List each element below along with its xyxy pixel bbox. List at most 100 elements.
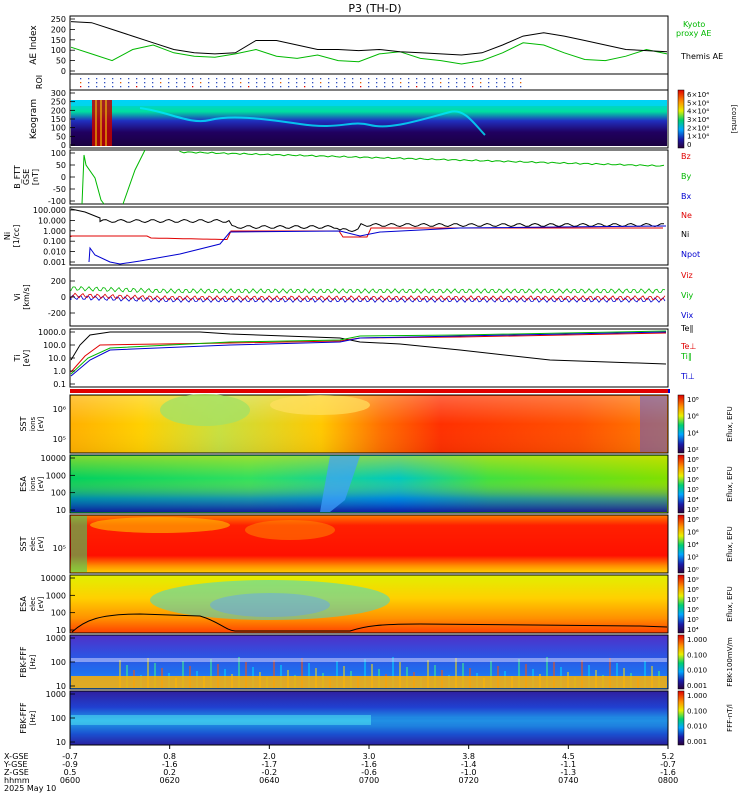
axis-row-label-ygse: Y-GSE — [3, 760, 27, 769]
esa-elec-colorbar-tick: 10⁶ — [687, 606, 699, 614]
sst-elec-panel: SST elec [eV] 10⁵ 10⁸ 10⁶ 10⁴ 10² 10⁰ Eflux,… — [19, 514, 734, 574]
esa-ions-colorbar-tick: 10⁴ — [687, 496, 699, 504]
roi-dot — [344, 82, 346, 84]
density-frame — [69, 206, 669, 266]
roi-dot — [160, 86, 162, 88]
roi-dot — [328, 82, 330, 84]
roi-dot — [104, 86, 106, 88]
roi-dot — [256, 82, 258, 84]
roi-dot — [272, 82, 274, 84]
roi-dot — [376, 82, 378, 84]
esa-elec-ytick: 10 — [56, 626, 66, 635]
bfield-panel: B_FTT GSE [nT] 100 50 0 -50 -100 Bz By Bx — [13, 149, 691, 206]
keogram-ytick: 50 — [56, 132, 66, 141]
time-axis-hhmm: 0700 — [359, 776, 379, 785]
temperature-line — [70, 331, 667, 365]
roi-dot — [248, 86, 250, 88]
sst-elec-colorbar-tick: 10⁸ — [687, 516, 699, 524]
esa-ions-colorbar — [677, 454, 685, 514]
roi-dot — [432, 78, 434, 80]
fbk-b-yticks: 1000 100 10 — [46, 690, 75, 747]
axis-row-label-xgse: X-GSE — [4, 752, 29, 761]
keogram-ytick: 300 — [51, 89, 66, 98]
velocity-ytick: 200 — [51, 277, 66, 286]
roi-dot — [128, 86, 130, 88]
roi-dot — [392, 78, 394, 80]
temperature-ytick: 100.0 — [43, 341, 66, 350]
sst-ions-panel: SST ions [eV] 10⁶ 10⁵ 10⁸ 10⁶ 10⁴ 10² Eflux… — [19, 394, 734, 454]
roi-dot — [192, 86, 194, 88]
esa-ions-colorbar-tick: 10⁵ — [687, 486, 699, 494]
esa-elec-colorbar-tick: 10⁵ — [687, 616, 699, 624]
sst-elec-colorbar — [677, 514, 685, 574]
esa-ions-colorbar-label: Eflux, EFU — [726, 466, 734, 501]
time-axis-zgse: -1.3 — [561, 768, 577, 777]
sst-elec-ylabel-2: elec — [29, 537, 37, 552]
bfield-legend-by: By — [681, 172, 691, 181]
roi-dots — [80, 78, 522, 88]
roi-dot — [272, 78, 274, 80]
temperature-panel: Ti [eV] 1000.0 100.0 10.0 1.0 0.1 Te∥ Te⊥ Ti… — [13, 324, 696, 389]
time-axis-hhmm: 0620 — [159, 776, 179, 785]
esa-elec-blob — [150, 580, 390, 620]
bfield-yticks: 100 50 0 -50 -100 — [48, 149, 75, 206]
roi-dot — [376, 78, 378, 80]
velocity-ylabel-1: Vi — [13, 293, 22, 301]
roi-dot — [464, 86, 466, 88]
roi-dot — [416, 86, 418, 88]
temperature-legend-ti-par: Ti∥ — [680, 352, 692, 361]
roi-dot — [424, 78, 426, 80]
temperature-ylabel-1: Ti — [13, 355, 22, 363]
sst-ions-colorbar-tick: 10⁸ — [687, 396, 699, 404]
ae-ytick: 100 — [51, 46, 66, 55]
roi-dot — [280, 78, 282, 80]
density-ylabel-1: Ni — [3, 232, 12, 240]
esa-elec-colorbar-ticks: 10⁹ 10⁸ 10⁷ 10⁶ 10⁵ 10⁴ — [687, 576, 699, 634]
time-axis-hhmm: 0720 — [458, 776, 478, 785]
time-axis-hhmm: 0740 — [558, 776, 578, 785]
roi-dot — [440, 82, 442, 84]
roi-dot — [192, 78, 194, 80]
fbk-b-colorbar-tick: 0.001 — [687, 738, 707, 746]
roi-dot — [440, 78, 442, 80]
density-line-ni — [70, 208, 665, 233]
density-series — [70, 208, 667, 265]
time-axis-zgse: -0.6 — [361, 768, 377, 777]
keogram-colorbar-tick: 3×10⁴ — [687, 116, 709, 124]
roi-dot — [120, 86, 122, 88]
bfield-legend-bz: Bz — [681, 152, 691, 161]
roi-dot — [432, 82, 434, 84]
roi-dot — [424, 82, 426, 84]
esa-ions-yticks: 10000 1000 100 10 — [41, 454, 75, 515]
ae-legend-themis: Themis AE — [680, 52, 723, 61]
ae-ytick: 200 — [51, 25, 66, 34]
esa-elec-potential-line — [71, 613, 668, 633]
time-axis-zgse: -1.0 — [461, 768, 477, 777]
roi-dot — [216, 82, 218, 84]
velocity-yticks: 200 0 -200 — [48, 277, 75, 318]
roi-dot — [144, 86, 146, 88]
bfield-ylabel-1: B_FTT — [13, 165, 22, 189]
temperature-ytick: 1.0 — [53, 367, 66, 376]
roi-dot — [208, 86, 210, 88]
roi-dot — [200, 86, 202, 88]
roi-dot — [488, 78, 490, 80]
time-axis-ygse: -1.7 — [262, 760, 278, 769]
roi-dot — [248, 82, 250, 84]
roi-dot — [144, 82, 146, 84]
roi-dot — [120, 78, 122, 80]
sst-elec-colorbar-tick: 10⁰ — [687, 566, 699, 574]
velocity-series — [70, 286, 666, 303]
fbk-b-ytick: 1000 — [46, 690, 66, 699]
fbk-e-ylabel-2: [Hz] — [29, 655, 37, 670]
density-line-ne — [70, 227, 663, 240]
roi-dot — [520, 82, 522, 84]
esa-elec-ylabel-2: elec — [29, 597, 37, 612]
roi-dot — [416, 78, 418, 80]
roi-dot — [200, 78, 202, 80]
esa-ions-ytick: 100 — [51, 489, 66, 498]
roi-dot — [240, 86, 242, 88]
time-axis-ygse: -1.6 — [162, 760, 178, 769]
